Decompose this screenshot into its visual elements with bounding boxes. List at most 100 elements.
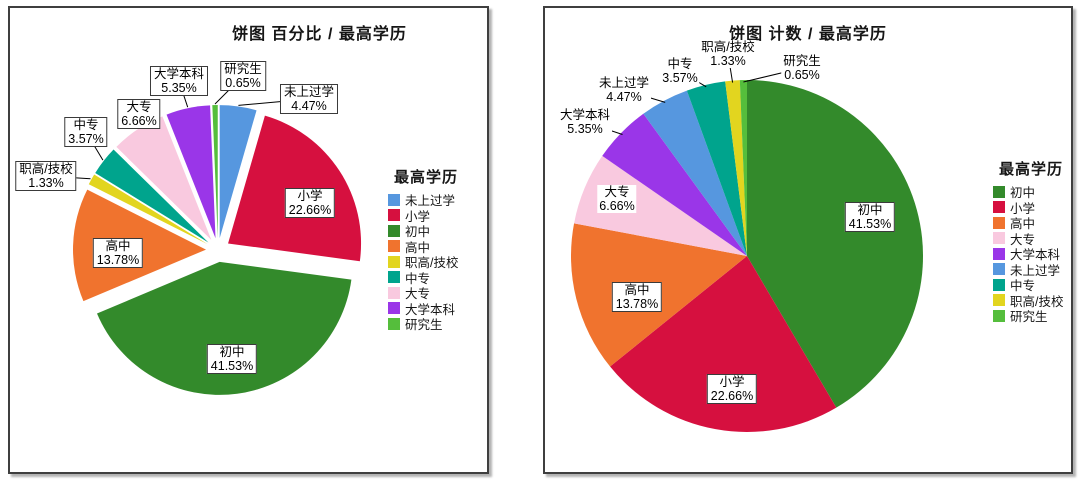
slice-label: 职高/技校 1.33%: [15, 161, 77, 191]
slice-label-percent: 3.57%: [662, 71, 698, 85]
legend-item: 高中: [388, 239, 458, 255]
pie-slice: [574, 155, 747, 256]
pie-slice: [219, 105, 257, 239]
slice-label: 大学本科 5.35%: [149, 66, 209, 96]
legend-label: 小学: [405, 209, 431, 224]
slice-label-category: 职高/技校: [19, 162, 73, 176]
legend: 最高学历 未上过学 小学 初中 高中 职高/技校 中专 大专 大学本科 研究生: [388, 166, 458, 332]
slice-label-category: 初中: [857, 203, 883, 217]
legend-swatch: [388, 240, 400, 253]
pie-slice: [686, 81, 747, 256]
legend-swatch: [993, 232, 1005, 245]
pie-slice: [212, 104, 218, 238]
legend-swatch: [993, 309, 1005, 322]
slice-label-category: 高中: [624, 283, 650, 297]
slice-label-percent: 6.66%: [121, 114, 157, 128]
slice-label: 高中 13.78%: [92, 238, 144, 268]
legend-swatch: [388, 209, 400, 222]
legend: 最高学历初中 小学 高中 大专 大学本科 未上过学 中专 职高/技校 研究生: [993, 158, 1063, 324]
slice-label-category: 大专: [604, 185, 630, 199]
slice-label-category: 大学本科: [153, 67, 205, 81]
slice-label: 小学 22.66%: [706, 374, 758, 404]
legend-label: 小学: [1010, 201, 1036, 216]
legend-label: 未上过学: [1010, 263, 1061, 278]
legend-title: 最高学历: [999, 161, 1064, 178]
slice-label-percent: 5.35%: [567, 122, 603, 136]
legend-label: 大学本科: [405, 302, 456, 317]
slice-label-category: 中专: [667, 57, 693, 71]
legend-label: 大学本科: [1010, 248, 1061, 263]
slice-label-percent: 6.66%: [599, 199, 635, 213]
legend-swatch: [388, 302, 400, 315]
slice-label: 中专 3.57%: [660, 57, 700, 85]
slice-label: 高中 13.78%: [611, 282, 663, 312]
legend-item: 中专: [993, 277, 1063, 293]
legend-item: 小学: [388, 208, 458, 224]
legend-item: 中专: [388, 270, 458, 286]
pie-slice: [97, 261, 352, 395]
legend-swatch: [388, 193, 400, 206]
slice-label-percent: 41.53%: [848, 217, 892, 231]
legend-swatch: [993, 216, 1005, 229]
legend-label: 初中: [405, 225, 431, 240]
chart-title: 饼图 计数 / 最高学历: [729, 26, 887, 43]
slice-label-category: 高中: [105, 239, 131, 253]
legend-label: 职高/技校: [1010, 294, 1064, 309]
legend-label: 高中: [1010, 217, 1036, 232]
legend-item: 研究生: [993, 308, 1063, 324]
slice-label: 初中 41.53%: [844, 202, 896, 232]
legend-item: 初中: [993, 184, 1063, 200]
slice-label-percent: 22.66%: [710, 389, 754, 403]
legend-item: 大学本科: [388, 301, 458, 317]
slice-label: 研究生 0.65%: [220, 61, 266, 91]
percent-pie-panel: 饼图 百分比 / 最高学历 未上过学 4.47% 小学 22.66% 初中 41.53% 高…: [8, 6, 489, 474]
pie-slice: [643, 90, 747, 256]
legend-swatch: [388, 255, 400, 268]
slice-label-category: 未上过学: [283, 85, 335, 99]
slice-label: 初中 41.53%: [206, 344, 258, 374]
slice-label: 职高/技校 1.33%: [699, 40, 757, 68]
legend-label: 中专: [405, 271, 431, 286]
legend-label: 职高/技校: [405, 256, 459, 271]
slice-label-category: 小学: [719, 375, 745, 389]
legend-label: 大专: [1010, 232, 1036, 247]
slice-label-percent: 3.57%: [68, 132, 104, 146]
slice-label-category: 未上过学: [598, 76, 650, 90]
slice-label-category: 中专: [73, 118, 99, 132]
slice-label: 大学本科 5.35%: [557, 108, 613, 136]
slice-label-percent: 0.65%: [225, 76, 261, 90]
legend-swatch: [388, 224, 400, 237]
legend-swatch: [993, 247, 1005, 260]
pie-slice: [747, 80, 924, 408]
legend-label: 研究生: [405, 318, 443, 333]
slice-label-percent: 13.78%: [615, 297, 659, 311]
legend-item: 未上过学: [388, 192, 458, 208]
slice-label-category: 大学本科: [559, 108, 611, 122]
legend-item: 未上过学: [993, 262, 1063, 278]
legend-item: 初中: [388, 223, 458, 239]
chart-title: 饼图 百分比 / 最高学历: [232, 26, 407, 43]
pie-slice: [602, 113, 747, 257]
legend-item: 大专: [993, 231, 1063, 247]
legend-item: 大专: [388, 285, 458, 301]
legend-swatch: [993, 201, 1005, 214]
slice-label: 小学 22.66%: [284, 188, 336, 218]
legend-label: 初中: [1010, 186, 1036, 201]
slice-label-percent: 4.47%: [291, 99, 327, 113]
legend-item: 职高/技校: [388, 254, 458, 270]
slice-label-percent: 1.33%: [710, 54, 746, 68]
slice-label: 未上过学 4.47%: [279, 84, 339, 114]
legend-item: 研究生: [388, 316, 458, 332]
slice-label-category: 职高/技校: [701, 40, 755, 54]
legend-swatch: [993, 278, 1005, 291]
pie-slice: [725, 80, 747, 257]
pie-slice: [166, 105, 216, 239]
slice-label-percent: 4.47%: [606, 90, 642, 104]
pie-chart-canvas: [571, 53, 924, 433]
slice-label-percent: 5.35%: [161, 81, 197, 95]
legend-item: 小学: [993, 200, 1063, 216]
slice-label-percent: 0.65%: [784, 68, 820, 82]
slice-label-percent: 41.53%: [210, 359, 254, 373]
slice-label-category: 研究生: [783, 54, 821, 68]
